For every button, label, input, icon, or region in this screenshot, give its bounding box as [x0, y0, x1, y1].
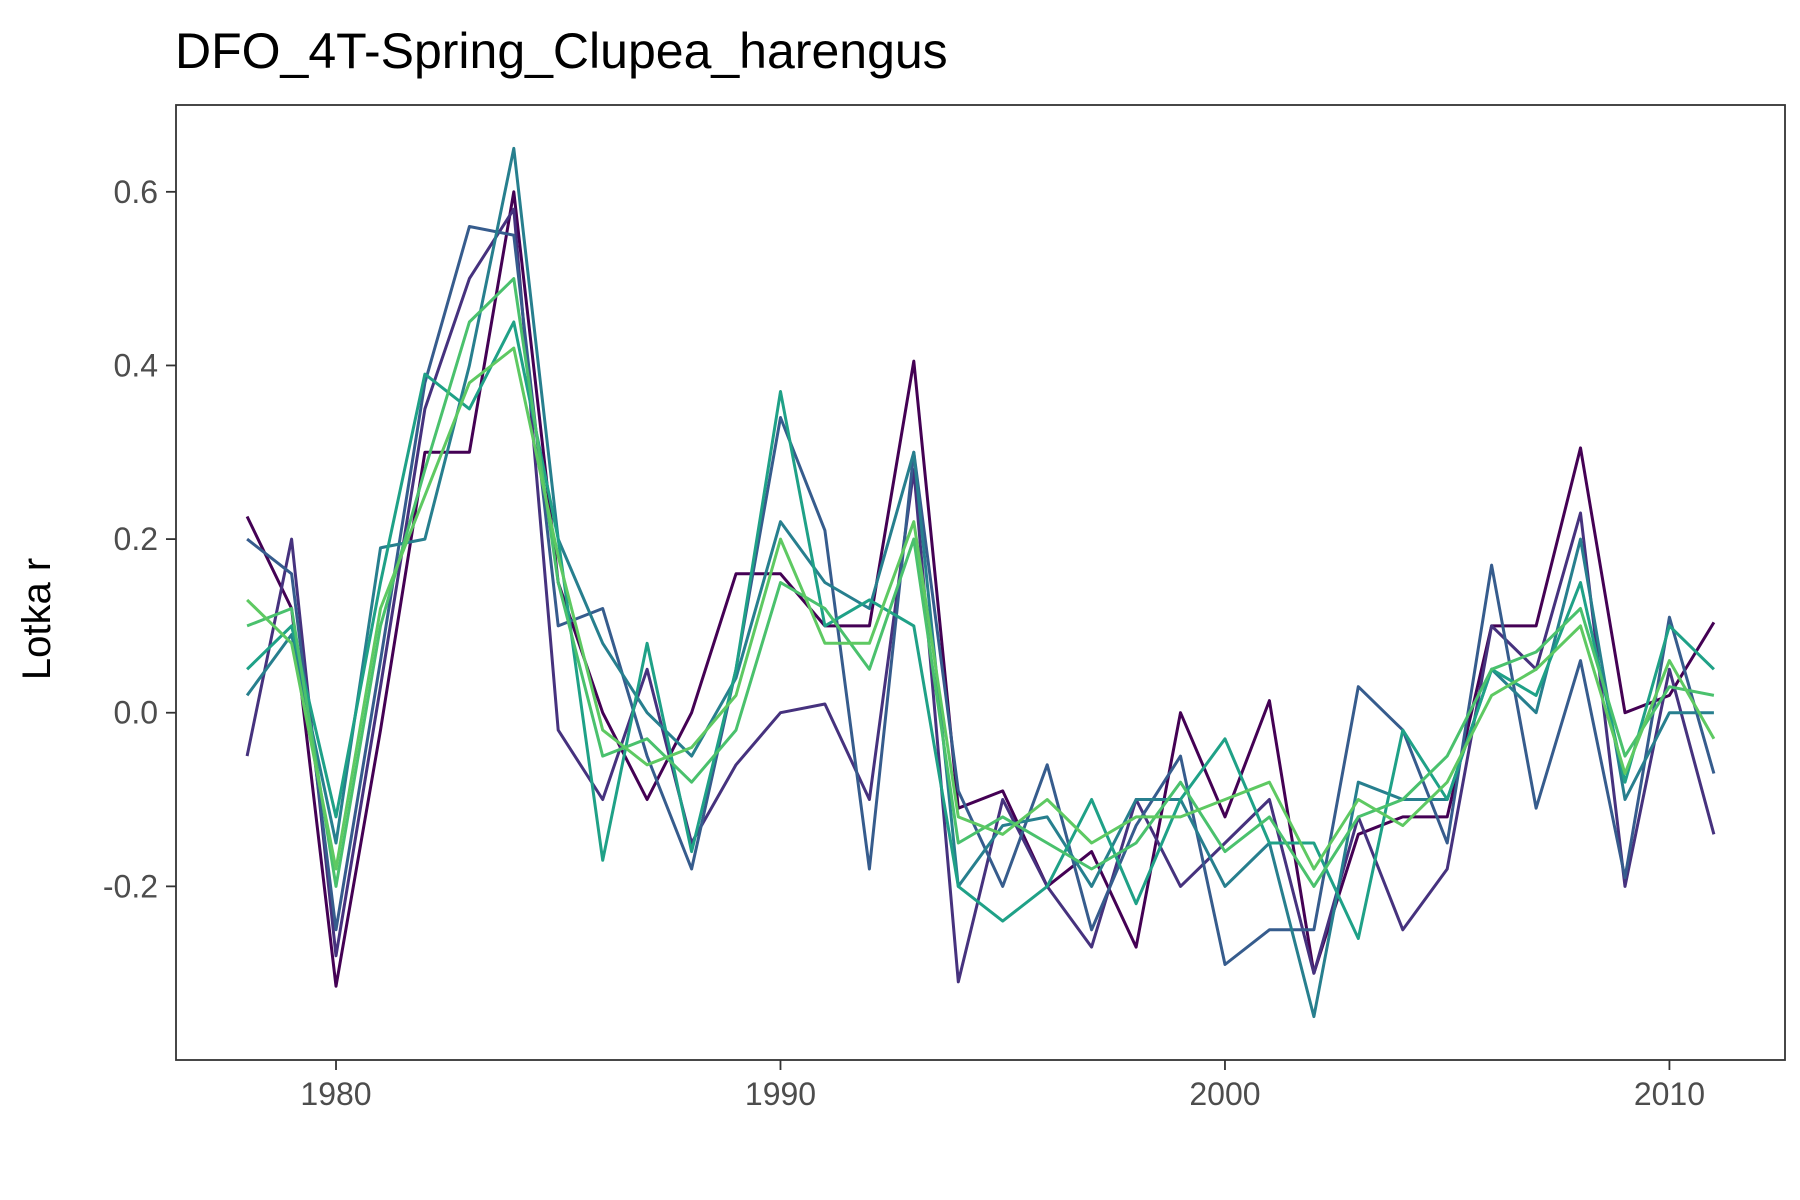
x-tick-label: 1980	[300, 1076, 371, 1112]
series-line-6	[246, 277, 1715, 888]
x-tick-label: 1990	[745, 1076, 816, 1112]
x-tick-label: 2000	[1189, 1076, 1260, 1112]
y-tick-label: -0.2	[103, 868, 158, 904]
y-tick-label: 0.6	[114, 174, 158, 210]
series-line-2	[245, 207, 1716, 984]
plot-panel-border	[175, 104, 1786, 1061]
series-line-5	[246, 320, 1715, 940]
y-tick-label: 0.4	[114, 347, 158, 383]
x-tick-label: 2010	[1634, 1076, 1705, 1112]
y-axis: -0.2 0.0 0.2 0.4 0.6	[103, 174, 176, 904]
y-axis-label: Lotka r	[15, 558, 59, 680]
series-lines	[245, 146, 1716, 1019]
series-line-1	[245, 190, 1716, 988]
y-tick-label: 0.2	[114, 521, 158, 557]
chart-title: DFO_4T-Spring_Clupea_harengus	[175, 23, 948, 79]
x-axis: 1980 1990 2000 2010	[300, 1060, 1705, 1112]
series-line-7	[246, 346, 1716, 871]
series-line-3	[246, 225, 1716, 966]
y-tick-label: 0.0	[114, 695, 158, 731]
